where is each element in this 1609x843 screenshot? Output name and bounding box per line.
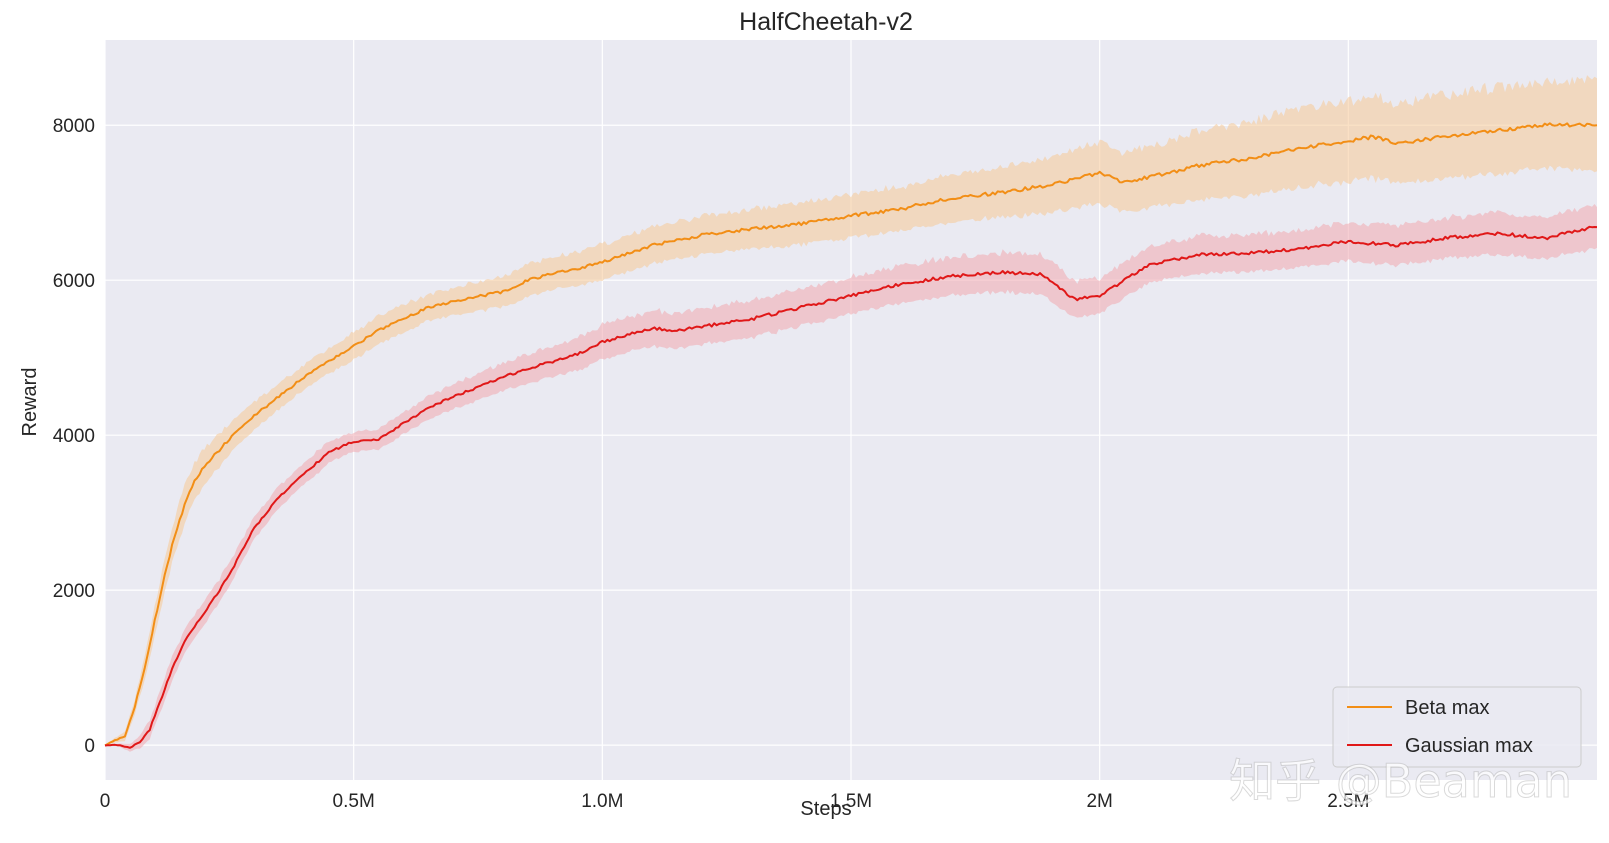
x-axis-label: Steps (800, 798, 851, 820)
confidence-bands (105, 75, 1597, 752)
y-tick-label: 6000 (53, 271, 95, 292)
x-axis-ticks: 0 0.5M 1.0M 1.5M 2M 2.5M (100, 791, 1370, 812)
legend-box (1332, 686, 1582, 768)
y-tick-label: 8000 (53, 116, 95, 137)
x-tick-label: 0 (100, 791, 111, 812)
line-beta-max (104, 122, 1598, 747)
x-tick-label: 1.5M (830, 791, 872, 812)
x-tick-label: 0.5M (333, 791, 375, 812)
legend: Beta max Gaussian max (1332, 686, 1582, 768)
y-tick-label: 0 (84, 736, 95, 757)
x-tick-label: 2M (1086, 791, 1112, 812)
y-axis-label: Reward (19, 368, 41, 437)
legend-label-gaussian-max: Gaussian max (1405, 735, 1533, 757)
line-gaussian-max (104, 225, 1598, 749)
y-tick-label: 4000 (53, 426, 95, 447)
series-lines (104, 122, 1598, 749)
watermark: 知乎 @Beaman (1229, 754, 1572, 808)
legend-label-beta-max: Beta max (1405, 697, 1489, 719)
chart-title: HalfCheetah-v2 (739, 8, 913, 36)
y-axis-ticks: 0 2000 4000 6000 8000 (53, 116, 95, 757)
band-gaussian-max (105, 204, 1597, 752)
band-beta-max (105, 75, 1597, 746)
x-tick-label: 2.5M (1327, 791, 1369, 812)
x-tick-label: 1.0M (581, 791, 623, 812)
y-tick-label: 2000 (53, 581, 95, 602)
